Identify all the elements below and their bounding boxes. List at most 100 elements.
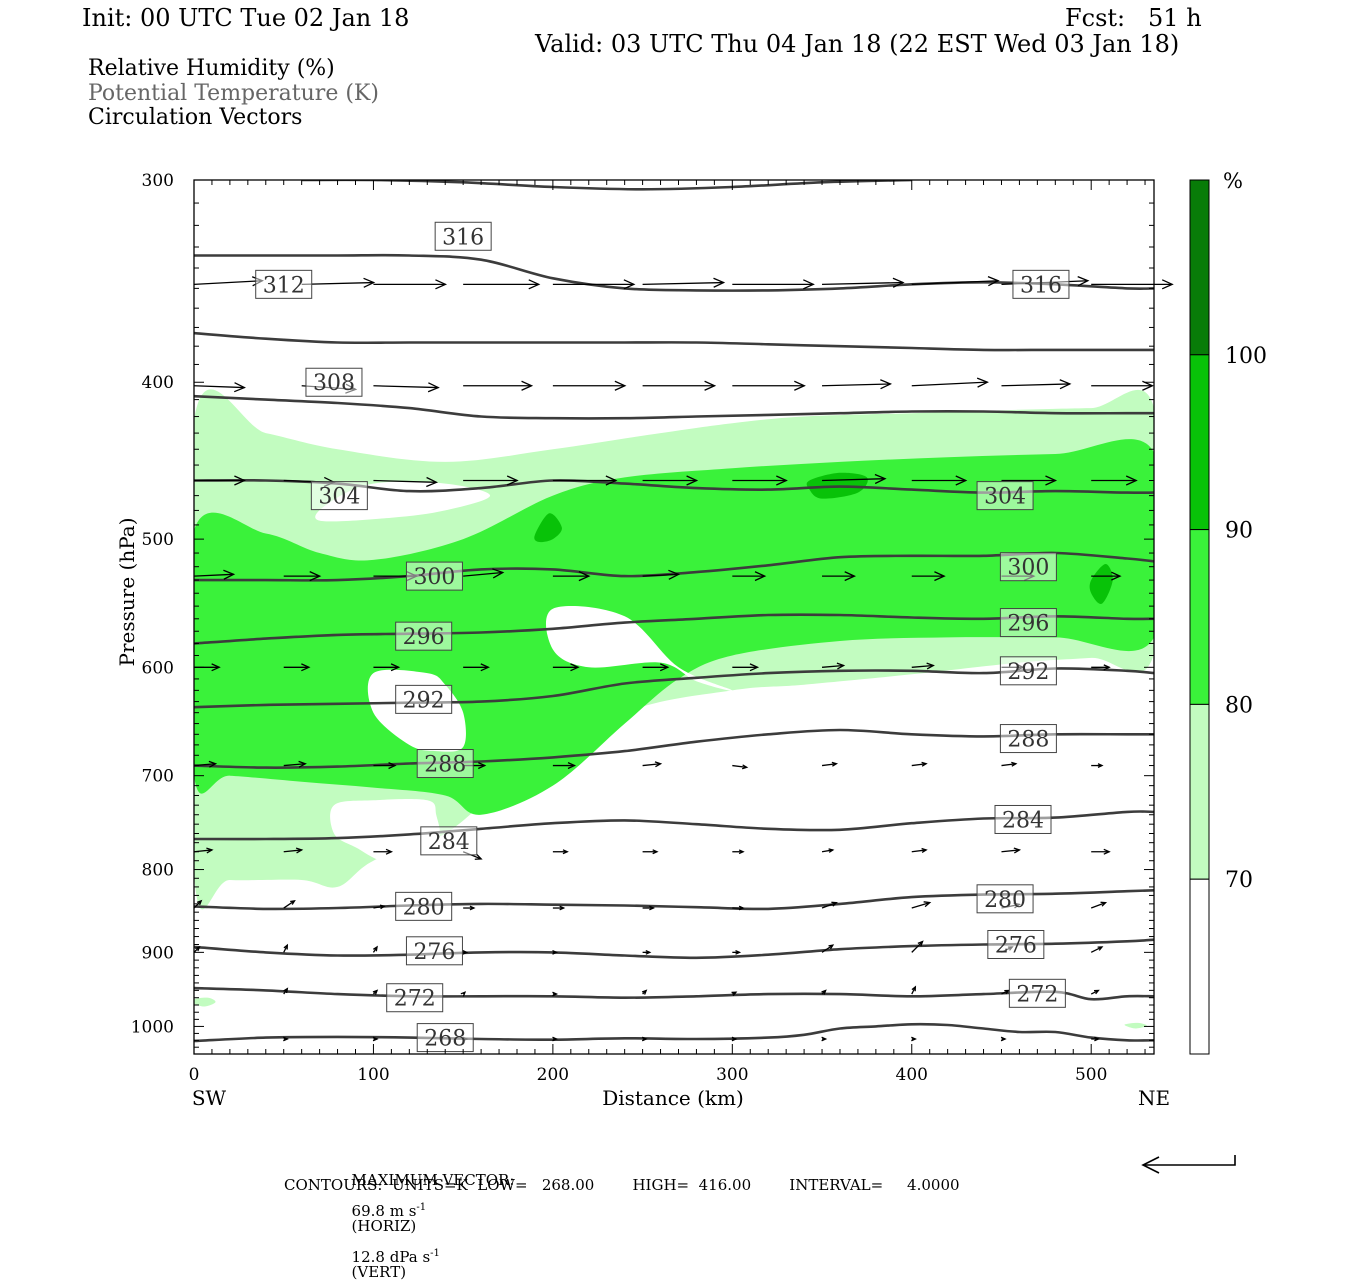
vector-head [206, 847, 214, 854]
vector-head [567, 762, 577, 770]
theta-contour-268-13 [194, 1022, 1154, 1043]
circulation-vector [732, 849, 745, 855]
vector-shaft [283, 849, 302, 853]
contour-label-288: 288 [416, 749, 474, 779]
contour-label-text: 288 [424, 753, 466, 778]
vector-shaft [911, 849, 927, 853]
y-tick-label: 300 [142, 171, 174, 191]
contour-label-316: 316 [1012, 269, 1070, 299]
vector-head [623, 279, 636, 290]
circulation-vector [731, 991, 738, 997]
vector-head [478, 762, 487, 770]
vector-head [821, 1036, 828, 1042]
theta-contour-272-12 [194, 986, 1154, 1001]
circulation-vector [821, 901, 838, 909]
circulation-vector [1001, 475, 1058, 486]
vector-shaft [373, 479, 437, 483]
vector-head [713, 277, 726, 288]
contour-label-box [386, 983, 444, 1013]
vector-head [301, 663, 311, 672]
vector-head [1077, 276, 1090, 287]
vector-head [987, 276, 1000, 287]
vector-head [754, 571, 767, 582]
circulation-vector [821, 989, 827, 995]
vector-head [506, 475, 519, 486]
contour-label-text: 292 [403, 688, 445, 713]
legend-circulation-vectors: Circulation Vectors [88, 105, 303, 130]
vector-head [892, 277, 905, 288]
vector-head [923, 901, 932, 908]
contour-label-272: 272 [386, 983, 444, 1013]
axis-layer: 0 100 200 300 400 500 300 400 500 600 700 800 900 100… [115, 171, 1170, 1110]
contour-label-text: 296 [1007, 612, 1049, 637]
rh-region-90-100-2 [534, 513, 562, 543]
circulation-vector [642, 905, 655, 911]
colorbar-label-100: 100 [1225, 344, 1267, 369]
contour-label-box [1012, 269, 1070, 299]
contour-label-box [255, 269, 313, 299]
contour-label-292: 292 [999, 656, 1057, 686]
colorbar-segment-1 [1189, 354, 1210, 531]
circulation-vector [911, 940, 924, 953]
circulation-vector [731, 1036, 738, 1042]
colorbar-segment-2 [1189, 529, 1210, 705]
circulation-vector [552, 571, 591, 582]
contour-label-text: 276 [995, 934, 1037, 959]
contour-label-280: 280 [395, 891, 453, 921]
contour-label-296: 296 [395, 621, 453, 651]
contour-label-box [395, 891, 453, 921]
circulation-vector [1001, 989, 1011, 995]
vector-head [704, 380, 717, 391]
circulation-vector [373, 279, 448, 290]
circulation-vector [373, 848, 394, 855]
contour-label-text: 300 [1007, 556, 1049, 581]
vector-head [641, 1036, 648, 1042]
circulation-vector [642, 949, 652, 955]
vector-shaft [283, 763, 306, 767]
contour-label-268: 268 [416, 1023, 474, 1053]
vector-shaft [642, 281, 724, 285]
circulation-vector [372, 989, 379, 995]
circulation-vector [552, 475, 618, 486]
vector-head [363, 277, 376, 288]
reference-arrow-shaft [1143, 1155, 1236, 1166]
vector-head [738, 849, 745, 855]
circulation-vector [642, 569, 681, 580]
vector-head [731, 1036, 738, 1042]
contour-label-box [994, 804, 1052, 834]
vector-head [1045, 475, 1058, 486]
circulation-vector [301, 277, 376, 288]
circulation-vector [193, 382, 246, 393]
vector-head [917, 940, 924, 947]
circulation-vector [822, 571, 857, 582]
circulation-vector [283, 760, 307, 768]
vector-head [1004, 989, 1011, 995]
circulation-vector [822, 277, 905, 288]
contour-label-276: 276 [987, 930, 1045, 960]
circulation-vector [911, 847, 928, 853]
contour-label-300: 300 [999, 552, 1057, 582]
contour-label-312: 312 [255, 269, 313, 299]
vector-head [1125, 475, 1138, 486]
circulation-vector [821, 1036, 828, 1042]
contour-label-304: 304 [976, 481, 1034, 511]
vector-shaft [1090, 902, 1106, 909]
circulation-vector [552, 905, 566, 911]
vector-head [1011, 761, 1018, 767]
colorbar-label-80: 80 [1225, 693, 1253, 718]
vector-shaft [822, 383, 891, 387]
vector-head [1100, 901, 1108, 907]
contour-label-text: 280 [403, 895, 445, 920]
contour-label-box [395, 621, 453, 651]
vector-head [844, 571, 857, 582]
circulation-vector [463, 663, 490, 672]
vector-head [1094, 1036, 1100, 1042]
circulation-vector [911, 662, 935, 670]
circulation-vector [372, 945, 378, 953]
vector-head [874, 473, 887, 485]
circulation-vector [283, 571, 322, 582]
contour-label-text: 296 [403, 625, 445, 650]
vector-shaft [732, 764, 747, 769]
contour-label-292: 292 [395, 684, 453, 714]
circulation-vector [552, 849, 569, 855]
